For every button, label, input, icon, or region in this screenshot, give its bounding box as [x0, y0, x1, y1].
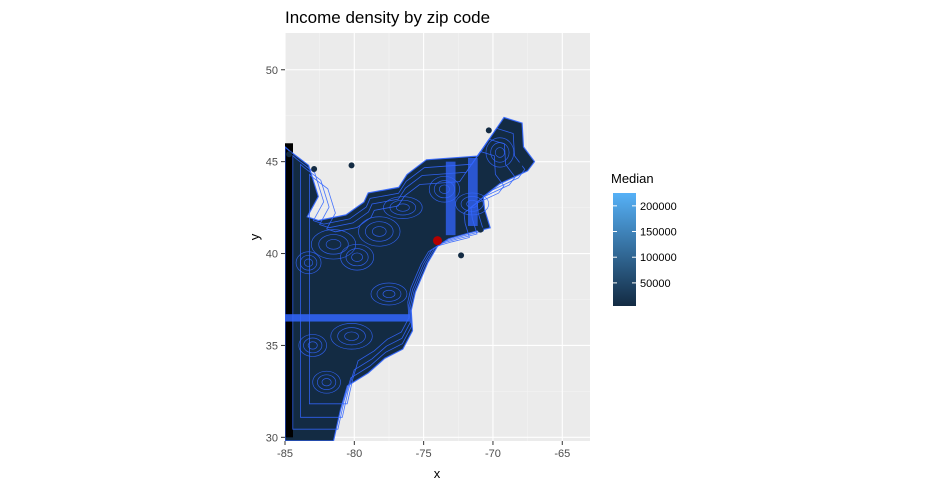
contour-ring	[308, 151, 505, 405]
legend-ticks: 50000 100000 150000 200000	[613, 201, 677, 290]
contour-ring	[307, 341, 318, 350]
legend-tick-label: 100000	[640, 252, 677, 264]
y-axis: 30 35 40 45 50	[266, 65, 285, 444]
x-tick-label: -85	[277, 448, 293, 460]
y-tick-label: 30	[266, 432, 278, 444]
contour-band	[445, 161, 456, 236]
contour-ring	[292, 127, 526, 430]
x-tick-label: -75	[416, 448, 432, 460]
legend-title: Median	[611, 171, 654, 186]
contour-lines	[285, 116, 536, 441]
contour-band	[285, 314, 410, 322]
zip-point	[516, 162, 523, 169]
contour-ring	[325, 239, 342, 250]
legend-tick-label: 150000	[640, 227, 677, 239]
contour-ring	[395, 203, 410, 212]
legend: Median 50000 100000 150000 200000	[611, 171, 677, 306]
y-axis-title: y	[247, 233, 262, 240]
y-tick-label: 40	[266, 249, 278, 261]
contour-ring	[490, 142, 510, 163]
x-axis-title: x	[434, 466, 441, 481]
highlight-point	[433, 236, 442, 246]
contour-ring	[304, 258, 314, 267]
contour-ring	[299, 254, 318, 271]
contour-ring	[351, 252, 363, 262]
zip-point	[485, 127, 492, 134]
contour-ring	[382, 289, 396, 299]
contour-ring	[358, 216, 401, 247]
x-tick-label: -70	[485, 448, 501, 460]
contour-ring	[318, 234, 349, 255]
contour-ring	[372, 226, 387, 237]
zip-point	[311, 166, 318, 172]
contour-ring	[494, 147, 505, 158]
contour-ring	[285, 116, 536, 441]
contour-ring	[337, 327, 366, 346]
contour-ring	[330, 322, 373, 350]
contour-ring	[383, 196, 423, 219]
contour-ring	[344, 331, 359, 341]
zip-point	[477, 226, 484, 233]
x-axis: -85 -80 -75 -70 -65	[277, 441, 570, 460]
contour-ring	[312, 370, 341, 394]
contour-ring	[300, 138, 516, 418]
zip-point	[286, 151, 293, 158]
x-tick-label: -80	[346, 448, 362, 460]
contour-ring	[340, 243, 375, 271]
contour-ring	[389, 199, 417, 216]
contour-ring	[317, 374, 337, 390]
zip-points	[286, 127, 523, 259]
y-tick-label: 45	[266, 157, 278, 169]
x-tick-label: -65	[554, 448, 570, 460]
zip-point	[458, 252, 465, 259]
contour-ring	[345, 248, 369, 267]
contour-ring	[298, 334, 327, 357]
density-edge	[285, 143, 293, 438]
contour-ring	[428, 175, 460, 203]
contour-ring	[295, 251, 322, 275]
chart-title: Income density by zip code	[285, 8, 490, 27]
contour-ring	[321, 378, 332, 387]
contour-band	[468, 157, 478, 226]
legend-colorbar	[613, 193, 636, 306]
contour-ring	[303, 337, 323, 354]
contour-ring	[485, 137, 515, 168]
y-tick-label: 35	[266, 340, 278, 352]
contour-ring	[365, 221, 394, 242]
contour-ring	[376, 286, 402, 302]
contour-ring	[370, 282, 408, 306]
zip-point	[348, 162, 355, 169]
legend-tick-label: 200000	[640, 201, 677, 213]
legend-tick-label: 50000	[640, 278, 671, 290]
y-tick-label: 50	[266, 65, 278, 77]
